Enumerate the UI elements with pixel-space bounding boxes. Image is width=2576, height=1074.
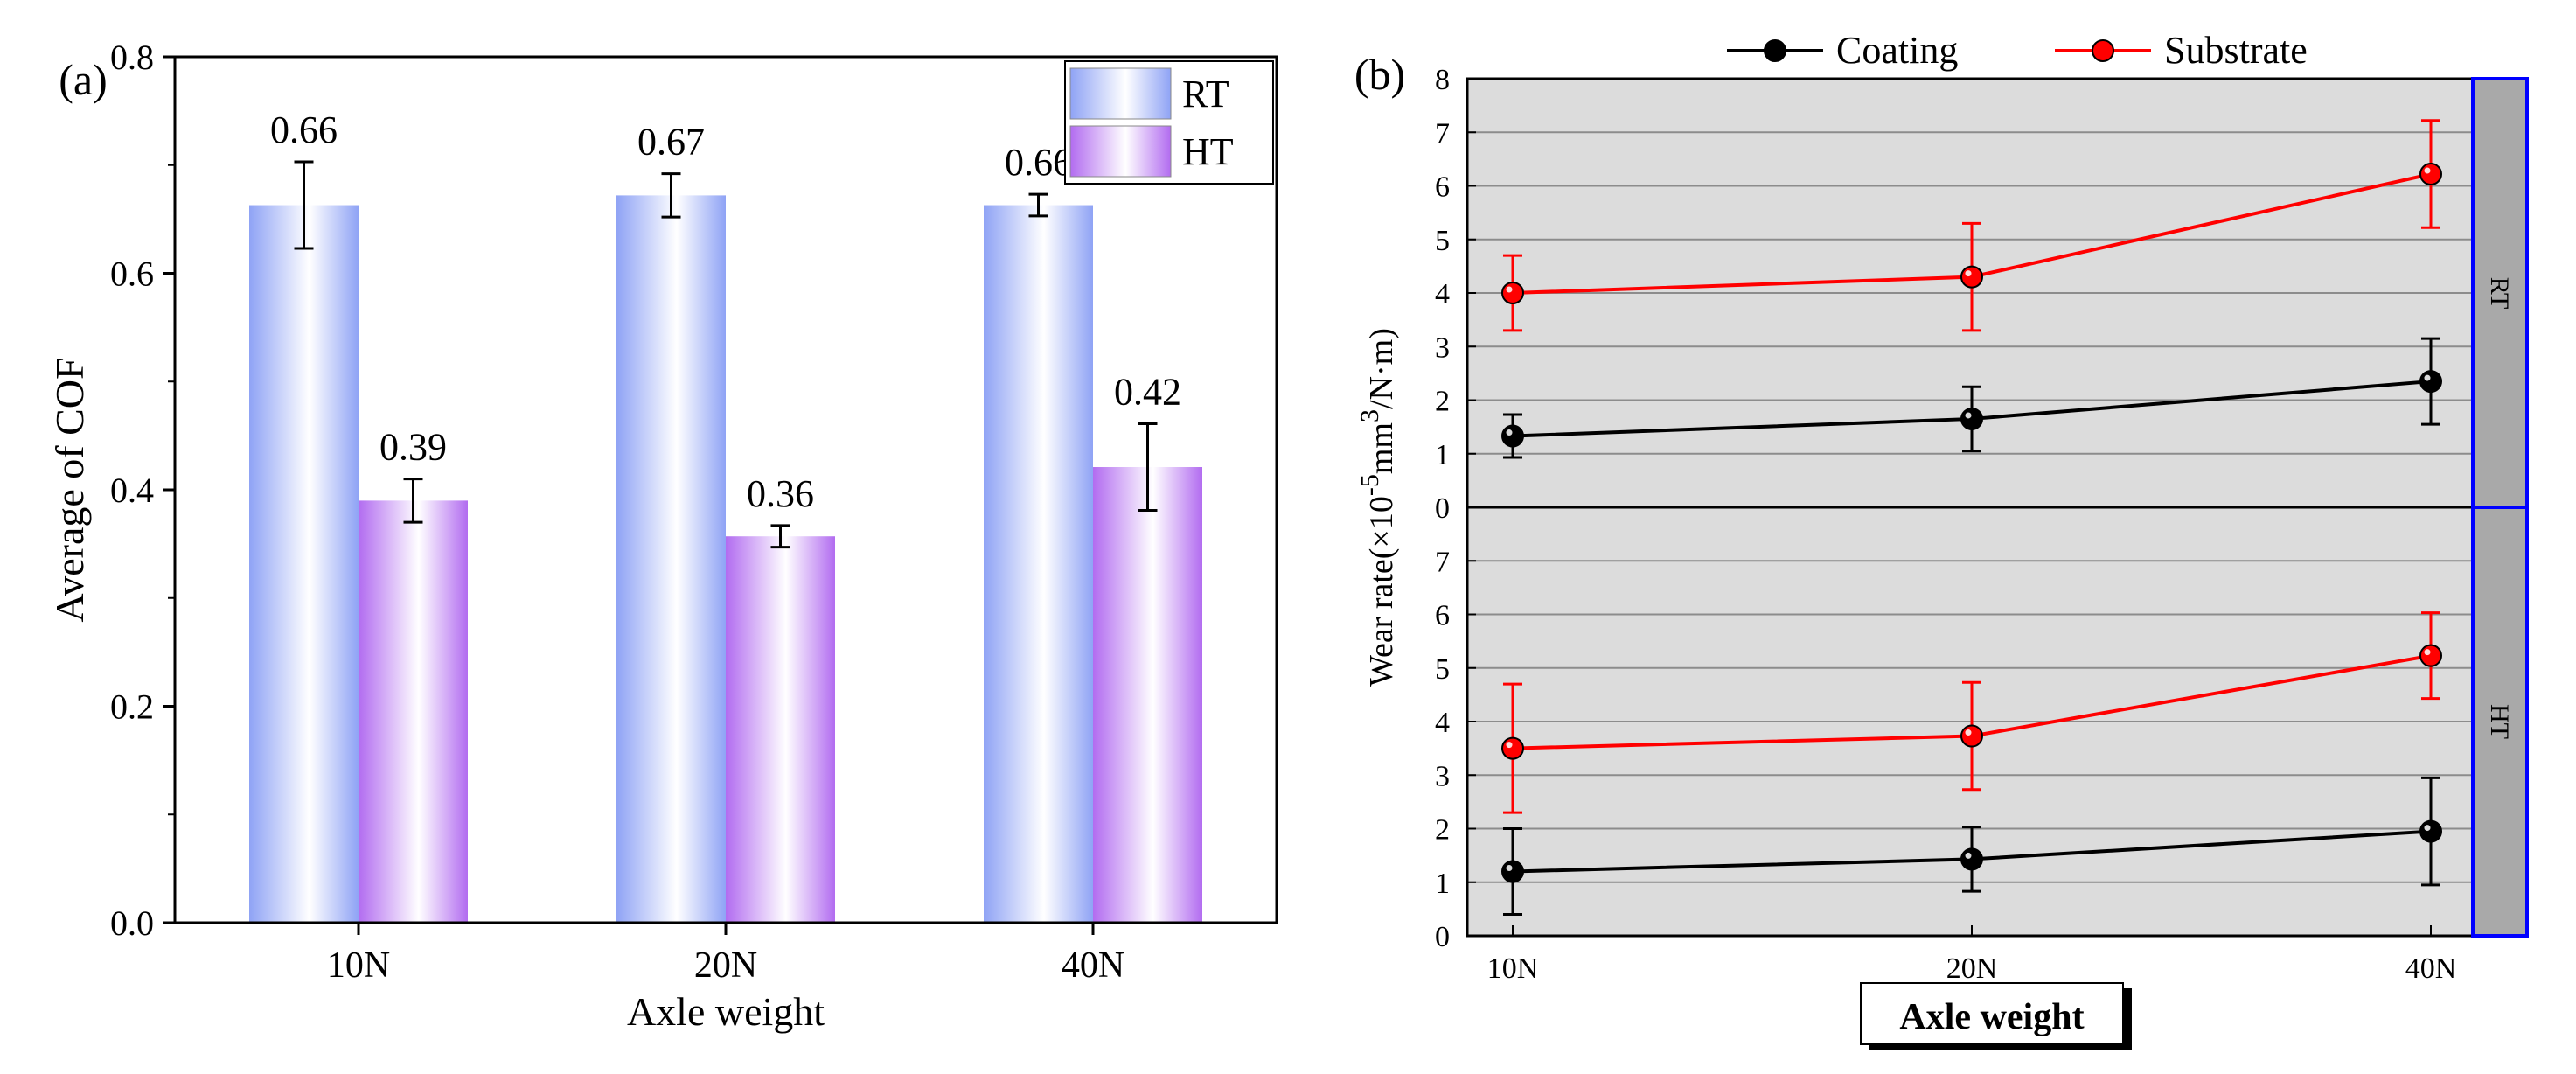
- plot-frame-a: [173, 55, 1278, 924]
- point-Substrate-10N: [1501, 282, 1524, 304]
- point-Coating-20N: [1960, 847, 1983, 871]
- y-tick-label: 0.0: [110, 903, 154, 943]
- x-tick-label-40N: 40N: [2405, 952, 2457, 985]
- strip-label-HT: HT: [2485, 704, 2514, 739]
- legend-marker-Substrate: [2092, 39, 2114, 62]
- y-tick-label: 2: [1435, 814, 1450, 847]
- y-tick-label: 1: [1435, 868, 1450, 900]
- legend-marker-Coating: [1764, 39, 1786, 62]
- y-axis-label-part: Wear rate(×10: [1363, 496, 1400, 687]
- bar-HT-40N: [1093, 467, 1202, 923]
- y-tick-label: 0.2: [110, 687, 154, 727]
- point-highlight: [2424, 825, 2431, 832]
- y-tick-label: 7: [1435, 546, 1450, 578]
- y-tick-label: 0.4: [110, 471, 154, 510]
- bar-chart-a: (a) 0.66 0.39 10N 0.67 0.36 20N 0.66 0.42 40N 0.0 0…: [47, 38, 1278, 1034]
- legend-a: RT HT: [1064, 60, 1274, 185]
- legend-swatch-RT: [1069, 67, 1172, 120]
- data-label-RT-40N: 0.66: [1005, 141, 1072, 184]
- y-tick-label: 0.8: [110, 38, 154, 77]
- y-tick-label: 5: [1435, 653, 1450, 686]
- point-Substrate-10N: [1501, 736, 1524, 760]
- point-highlight: [1506, 286, 1513, 293]
- sub-panel-HT: 0 1 2 3 4 5 6 7 HT: [1435, 506, 2529, 953]
- point-highlight: [1506, 865, 1513, 871]
- point-Coating-40N: [2419, 370, 2442, 394]
- x-tick-label-10N: 10N: [1487, 952, 1539, 985]
- y-tick-label: 0: [1435, 492, 1450, 525]
- y-axis-label-b: Wear rate(×10-5mm3/N·m): [1355, 328, 1400, 687]
- y-tick-label: 0: [1435, 921, 1450, 953]
- x-axis-label-b: Axle weight: [1899, 997, 2084, 1037]
- data-label-HT-40N: 0.42: [1114, 371, 1181, 414]
- point-highlight: [1506, 742, 1513, 749]
- y-axis-label-part: mm: [1363, 422, 1400, 474]
- legend-label-RT: RT: [1182, 73, 1229, 115]
- legend-label-HT: HT: [1182, 130, 1234, 173]
- bar-RT-20N: [616, 195, 726, 923]
- y-tick-label: 6: [1435, 600, 1450, 632]
- strip-outer-frame: [2471, 77, 2529, 938]
- y-tick-label: 8: [1435, 64, 1450, 96]
- sub-panel-RT: 0 1 2 3 4 5 6 7 8 RT: [1435, 64, 2529, 525]
- point-highlight: [1965, 852, 1972, 859]
- strip-HT: [2471, 506, 2529, 938]
- bar-RT-10N: [249, 205, 359, 924]
- y-tick-label: 2: [1435, 386, 1450, 418]
- label-box: [1860, 982, 2124, 1045]
- x-tick-label-40N: 40N: [1062, 945, 1124, 986]
- point-highlight: [1965, 270, 1972, 277]
- data-label-HT-20N: 0.36: [747, 472, 814, 515]
- y-axis-label-part: -5: [1355, 474, 1384, 496]
- y-tick-label: 0.6: [110, 255, 154, 294]
- y-tick-label: 4: [1435, 707, 1450, 739]
- point-Coating-20N: [1960, 407, 1983, 430]
- legend-label-Substrate: Substrate: [2164, 29, 2308, 72]
- bar-HT-20N: [726, 536, 835, 923]
- point-Coating-10N: [1501, 860, 1524, 883]
- x-axis-label-box: Axle weight: [1860, 982, 2132, 1050]
- line-chart-b: (b) 0 1 2 3 4 5 6 7 8 RT 0 1 2 3 4 5 6 7 HT 10N 20N 40N Axle we…: [1354, 29, 2529, 1050]
- x-tick-label-20N: 20N: [694, 945, 757, 986]
- point-Substrate-40N: [2419, 163, 2442, 186]
- y-tick-label: 3: [1435, 331, 1450, 364]
- y-tick-label: 1: [1435, 439, 1450, 471]
- point-highlight: [2424, 167, 2431, 174]
- y-tick-label: 4: [1435, 278, 1450, 310]
- data-label-RT-20N: 0.67: [637, 121, 705, 164]
- x-tick-label-10N: 10N: [327, 945, 390, 986]
- bar-HT-10N: [359, 500, 468, 923]
- panel-label-b: (b): [1354, 50, 1405, 99]
- data-label-RT-10N: 0.66: [270, 108, 338, 151]
- x-tick-label-20N: 20N: [1946, 952, 1998, 985]
- y-tick-label: 6: [1435, 171, 1450, 204]
- y-axis-label-part: /N·m): [1363, 328, 1400, 409]
- y-tick-label: 3: [1435, 760, 1450, 792]
- point-highlight: [1965, 412, 1972, 419]
- point-highlight: [1965, 729, 1972, 736]
- data-label-HT-10N: 0.39: [379, 426, 447, 469]
- x-axis-label-a: Axle weight: [627, 989, 825, 1034]
- point-highlight: [2424, 374, 2431, 381]
- point-highlight: [2424, 649, 2431, 656]
- point-Substrate-20N: [1960, 265, 1983, 289]
- panel-label-a: (a): [59, 55, 108, 104]
- bar-RT-40N: [984, 205, 1093, 924]
- point-Substrate-20N: [1960, 724, 1983, 748]
- point-Coating-40N: [2419, 819, 2442, 843]
- legend-b: Coating Substrate: [1727, 29, 2308, 72]
- legend-label-Coating: Coating: [1836, 29, 1958, 72]
- y-axis-label-part: 3: [1355, 409, 1384, 422]
- strip-label-RT: RT: [2485, 277, 2514, 310]
- y-axis-label-a: Average of COF: [47, 357, 92, 622]
- point-highlight: [1506, 429, 1513, 436]
- y-tick-label: 5: [1435, 225, 1450, 257]
- point-Substrate-40N: [2419, 644, 2442, 667]
- point-Coating-10N: [1501, 424, 1524, 448]
- legend-swatch-HT: [1069, 125, 1172, 178]
- y-tick-label: 7: [1435, 117, 1450, 150]
